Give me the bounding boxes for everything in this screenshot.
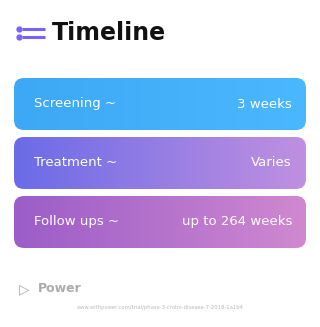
FancyBboxPatch shape	[14, 137, 306, 189]
Text: Varies: Varies	[252, 157, 292, 169]
Text: ▷: ▷	[19, 282, 29, 296]
Text: www.withpower.com/trial/phase-3-crohn-disease-7-2018-2a1b4: www.withpower.com/trial/phase-3-crohn-di…	[76, 304, 244, 309]
FancyBboxPatch shape	[14, 196, 306, 248]
Text: Power: Power	[38, 283, 82, 296]
Text: Timeline: Timeline	[52, 21, 166, 45]
FancyBboxPatch shape	[14, 78, 306, 130]
Text: 3 weeks: 3 weeks	[237, 97, 292, 111]
Text: Screening ~: Screening ~	[34, 97, 116, 111]
Text: up to 264 weeks: up to 264 weeks	[182, 215, 292, 229]
Text: Treatment ~: Treatment ~	[34, 157, 117, 169]
Text: Follow ups ~: Follow ups ~	[34, 215, 119, 229]
